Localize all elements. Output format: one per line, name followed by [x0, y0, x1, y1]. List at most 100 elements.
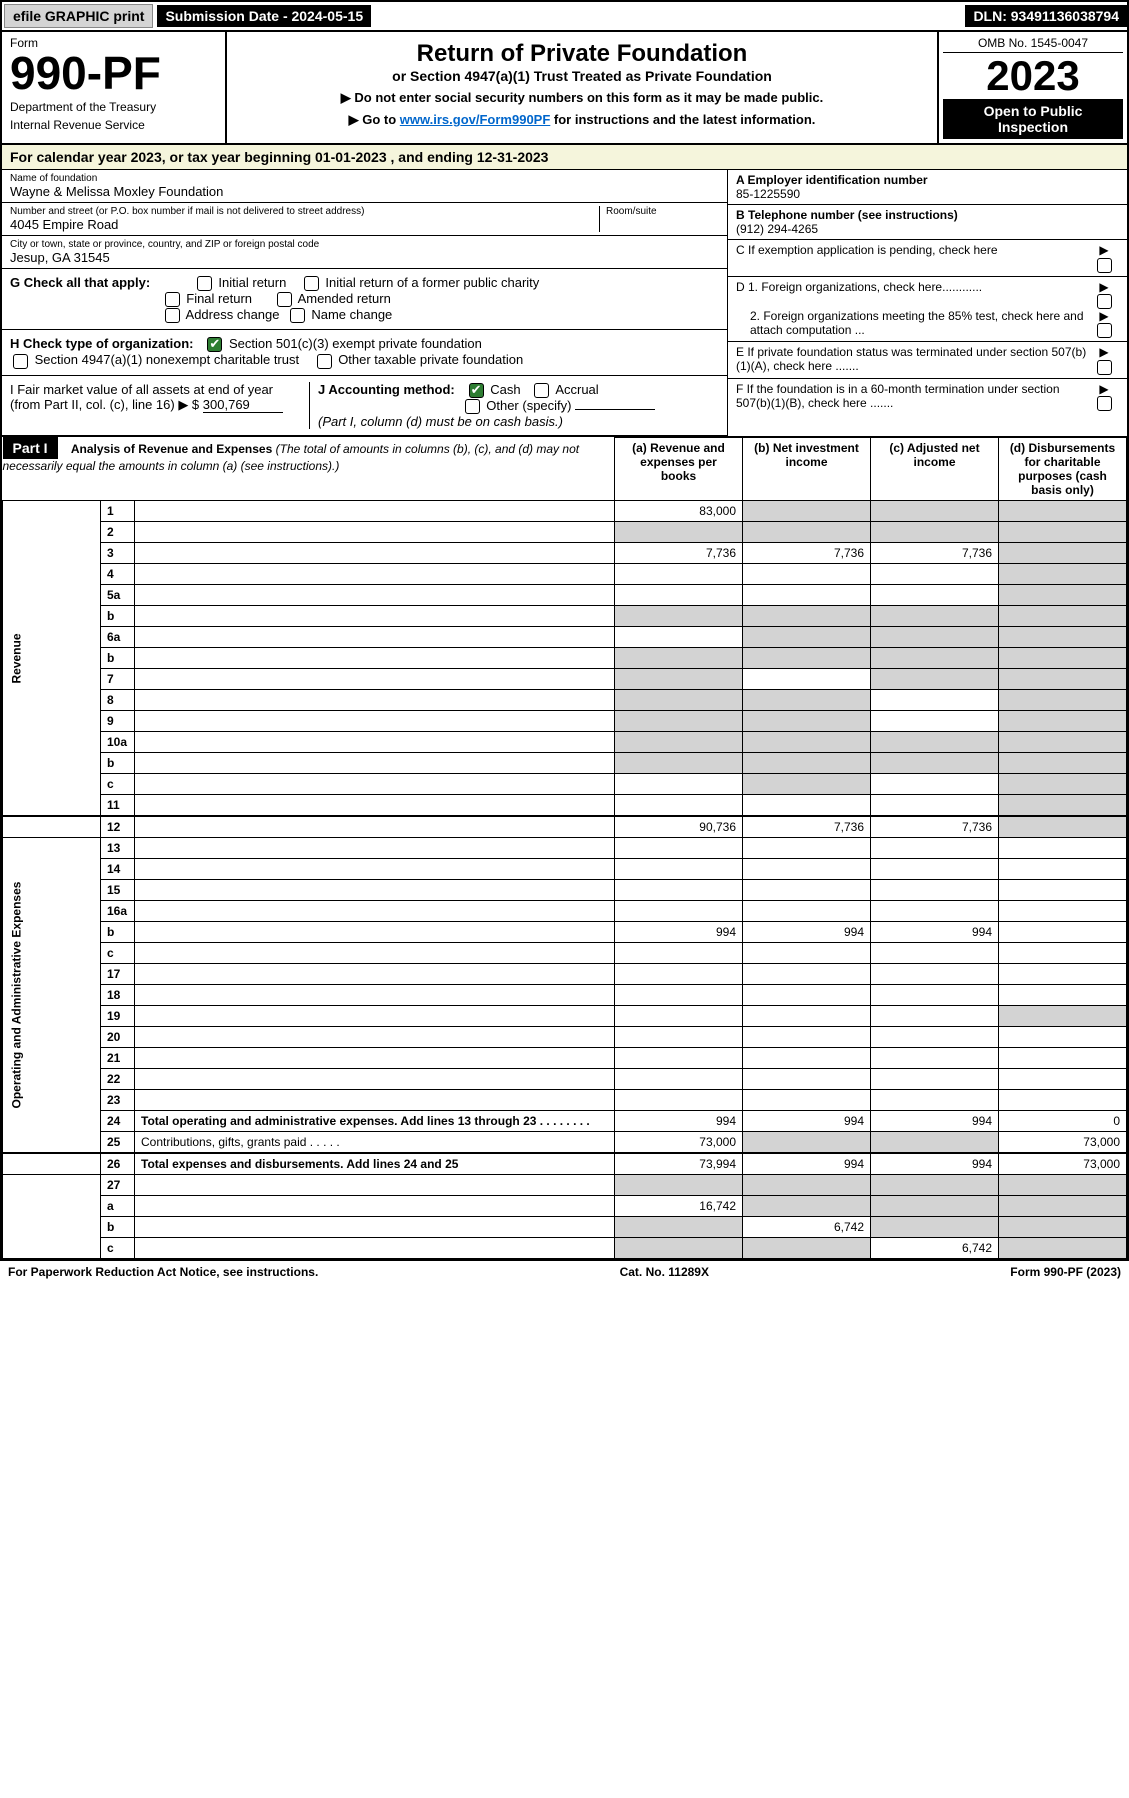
- footer-mid: Cat. No. 11289X: [620, 1265, 709, 1279]
- tax-year: 2023: [943, 53, 1123, 99]
- phone: (912) 294-4265: [736, 222, 818, 236]
- r12-num: 12: [101, 816, 135, 838]
- r4-num: 4: [101, 563, 135, 584]
- header: Form 990-PF Department of the Treasury I…: [2, 32, 1127, 145]
- r18-c: [871, 984, 999, 1005]
- r6a-desc: [135, 626, 615, 647]
- r1-c: [871, 500, 999, 521]
- col-c-header: (c) Adjusted net income: [871, 437, 999, 500]
- r16a-desc: [135, 900, 615, 921]
- g-row: G Check all that apply: Initial return I…: [2, 269, 727, 330]
- r21-d: [999, 1047, 1127, 1068]
- h-row: H Check type of organization: Section 50…: [2, 330, 727, 375]
- instr2-pre: ▶ Go to: [349, 112, 400, 127]
- r11-b: [743, 794, 871, 816]
- calendar-year-row: For calendar year 2023, or tax year begi…: [2, 145, 1127, 170]
- r26-a: 73,994: [615, 1153, 743, 1175]
- row-22: 22: [3, 1068, 1127, 1089]
- h-501c3-checkbox[interactable]: [207, 337, 222, 352]
- r7-d: [999, 668, 1127, 689]
- r15-num: 15: [101, 879, 135, 900]
- j-cash-checkbox[interactable]: [469, 383, 484, 398]
- r24-desc: Total operating and administrative expen…: [135, 1110, 615, 1131]
- r5b-a: [615, 605, 743, 626]
- r10c-c: [871, 773, 999, 794]
- r23-d: [999, 1089, 1127, 1110]
- row-27b: b 6,742: [3, 1216, 1127, 1237]
- g-initial-checkbox[interactable]: [197, 276, 212, 291]
- r10c-num: c: [101, 773, 135, 794]
- omb-number: OMB No. 1545-0047: [943, 36, 1123, 53]
- phone-cell: B Telephone number (see instructions) (9…: [728, 205, 1127, 240]
- open-public-badge: Open to Public Inspection: [943, 99, 1123, 139]
- r27b-c: [871, 1216, 999, 1237]
- ein-cell: A Employer identification number 85-1225…: [728, 170, 1127, 205]
- r24-num: 24: [101, 1110, 135, 1131]
- r12-c: 7,736: [871, 816, 999, 838]
- r6b-a: [615, 647, 743, 668]
- name-label: Name of foundation: [10, 173, 719, 184]
- r6b-c: [871, 647, 999, 668]
- d1-checkbox[interactable]: [1097, 294, 1112, 309]
- j-other-checkbox[interactable]: [465, 399, 480, 414]
- h-4947-checkbox[interactable]: [13, 354, 28, 369]
- form-container: efile GRAPHIC print Submission Date - 20…: [0, 0, 1129, 1261]
- i-value: 300,769: [203, 397, 283, 413]
- r14-a: [615, 858, 743, 879]
- f-checkbox[interactable]: [1097, 396, 1112, 411]
- r22-num: 22: [101, 1068, 135, 1089]
- d2-checkbox[interactable]: [1097, 323, 1112, 338]
- c-checkbox[interactable]: [1097, 258, 1112, 273]
- r27b-a: [615, 1216, 743, 1237]
- r9-b: [743, 710, 871, 731]
- r16b-c: 994: [871, 921, 999, 942]
- r19-num: 19: [101, 1005, 135, 1026]
- part1-table: Part I Analysis of Revenue and Expenses …: [2, 437, 1127, 1259]
- r25-desc: Contributions, gifts, grants paid . . . …: [135, 1131, 615, 1153]
- e-label: E If private foundation status was termi…: [736, 345, 1089, 374]
- r18-b: [743, 984, 871, 1005]
- r27a-a: 16,742: [615, 1195, 743, 1216]
- r8-d: [999, 689, 1127, 710]
- row-23: 23: [3, 1089, 1127, 1110]
- r27b-desc: [135, 1216, 615, 1237]
- info-left: Name of foundation Wayne & Melissa Moxle…: [2, 170, 727, 435]
- r2-d: [999, 521, 1127, 542]
- irs-link[interactable]: www.irs.gov/Form990PF: [400, 112, 551, 127]
- r9-a: [615, 710, 743, 731]
- r15-a: [615, 879, 743, 900]
- e-checkbox[interactable]: [1097, 360, 1112, 375]
- instruction-1: ▶ Do not enter social security numbers o…: [235, 90, 929, 106]
- r7-b: [743, 668, 871, 689]
- r22-b: [743, 1068, 871, 1089]
- row-24: 24 Total operating and administrative ex…: [3, 1110, 1127, 1131]
- g-opt-0: Initial return: [218, 275, 286, 290]
- city-cell: City or town, state or province, country…: [2, 236, 727, 269]
- g-initial-former-checkbox[interactable]: [304, 276, 319, 291]
- r10b-num: b: [101, 752, 135, 773]
- r25-num: 25: [101, 1131, 135, 1153]
- g-name-checkbox[interactable]: [290, 308, 305, 323]
- h-opt-1: Section 501(c)(3) exempt private foundat…: [229, 336, 482, 351]
- row-2: 2: [3, 521, 1127, 542]
- header-right: OMB No. 1545-0047 2023 Open to Public In…: [937, 32, 1127, 143]
- r8-b: [743, 689, 871, 710]
- r7-num: 7: [101, 668, 135, 689]
- row-27a: a 16,742: [3, 1195, 1127, 1216]
- r17-desc: [135, 963, 615, 984]
- g-opt-3: Amended return: [298, 291, 391, 306]
- r18-d: [999, 984, 1127, 1005]
- efile-button[interactable]: efile GRAPHIC print: [4, 4, 153, 28]
- g-address-checkbox[interactable]: [165, 308, 180, 323]
- row-5a: 5a: [3, 584, 1127, 605]
- h-other-checkbox[interactable]: [317, 354, 332, 369]
- r15-desc: [135, 879, 615, 900]
- foundation-name: Wayne & Melissa Moxley Foundation: [10, 184, 719, 199]
- r2-a: [615, 521, 743, 542]
- j-accrual-checkbox[interactable]: [534, 383, 549, 398]
- row-21: 21: [3, 1047, 1127, 1068]
- f-label: F If the foundation is in a 60-month ter…: [736, 382, 1089, 411]
- g-final-checkbox[interactable]: [165, 292, 180, 307]
- g-amended-checkbox[interactable]: [277, 292, 292, 307]
- r23-a: [615, 1089, 743, 1110]
